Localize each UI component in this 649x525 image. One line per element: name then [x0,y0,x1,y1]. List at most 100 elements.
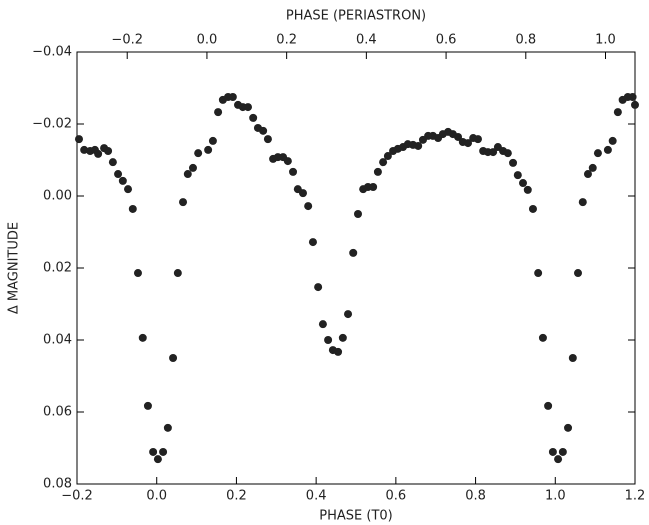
x2-axis-label: PHASE (PERIASTRON) [286,9,426,24]
data-point [228,93,237,101]
data-point [108,158,117,167]
x2-tick-label: −0.2 [111,33,143,48]
data-point [383,152,392,161]
data-point [169,354,178,362]
data-point [314,283,323,292]
x-tick-label: 0.4 [306,489,327,504]
data-point [568,354,577,362]
x-axis-label: PHASE (T0) [319,509,392,524]
data-point [473,135,482,144]
data-point [534,269,543,278]
data-point [159,447,168,456]
data-point [188,163,197,172]
data-point [104,147,113,155]
data-point [574,269,583,278]
y-tick-label: 0.08 [43,477,72,492]
x-tick-label: 0.8 [465,489,486,504]
x-tick-label: 1.2 [625,489,646,504]
data-point [204,145,213,154]
y-axis-label: Δ MAGNITUDE [7,222,22,314]
data-point [373,167,382,176]
data-point [344,310,353,319]
data-point [503,149,512,158]
x-tick-label: −0.2 [61,489,93,504]
y-tick-label: −0.02 [32,117,72,132]
data-point [578,198,587,207]
y-tick-label: 0.04 [43,333,72,348]
x2-tick-label: 0.0 [197,33,218,48]
x2-tick-label: 0.6 [436,33,457,48]
data-point [528,204,537,213]
data-point [489,148,498,157]
data-point [80,145,89,154]
y-tick-label: −0.04 [32,45,72,60]
data-point [114,170,123,179]
data-point [548,447,557,456]
data-point [138,333,147,342]
x2-tick-label: 1.0 [595,33,616,48]
data-point [149,447,158,456]
data-point [308,238,317,247]
x-tick-label: 1.0 [545,489,566,504]
data-point [283,157,292,166]
data-point [143,401,152,410]
data-point [94,149,103,158]
data-point [263,135,272,144]
data-point [523,185,532,194]
data-point [628,93,637,101]
data-point [588,163,597,172]
data-point [249,113,258,122]
x2-tick-label: 0.4 [356,33,377,48]
data-point [544,401,553,410]
data-point [298,189,307,198]
data-point [338,333,347,342]
data-point [289,167,298,176]
x-tick-label: 0.2 [226,489,247,504]
data-point [349,248,358,257]
data-point [133,269,142,278]
data-point [583,170,592,179]
data-point [414,141,423,150]
data-point [173,269,182,278]
data-point [509,158,518,167]
x-tick-label: 0.6 [386,489,407,504]
data-point [304,202,313,211]
data-point [558,447,567,456]
x-tick-label: 0.0 [146,489,167,504]
data-point [608,136,617,145]
data-point [74,135,83,144]
data-point [259,126,268,135]
data-point [179,198,188,207]
data-point [613,108,622,117]
x2-tick-label: 0.8 [515,33,536,48]
data-point [554,455,563,464]
data-point [124,185,133,194]
data-point [194,149,203,158]
data-point [353,210,362,218]
data-point [334,347,343,356]
y-tick-label: 0.00 [43,189,72,204]
data-point [538,333,547,342]
data-point [163,423,172,432]
data-point [593,149,602,158]
y-tick-label: 0.06 [43,405,72,420]
data-point [208,136,217,145]
plot-frame [76,51,636,485]
data-point [603,145,612,154]
data-point [243,103,252,112]
data-point [454,132,463,141]
data-point [118,176,127,185]
y-tick-label: 0.02 [43,261,72,276]
data-point [463,139,472,148]
data-point [564,423,573,432]
x2-tick-label: 0.2 [276,33,297,48]
data-point [318,320,327,329]
data-point [369,183,378,191]
data-point [379,158,388,167]
data-point [214,108,223,117]
data-point [128,204,137,213]
data-point [513,171,522,180]
data-point [631,100,639,109]
data-point [519,179,528,188]
